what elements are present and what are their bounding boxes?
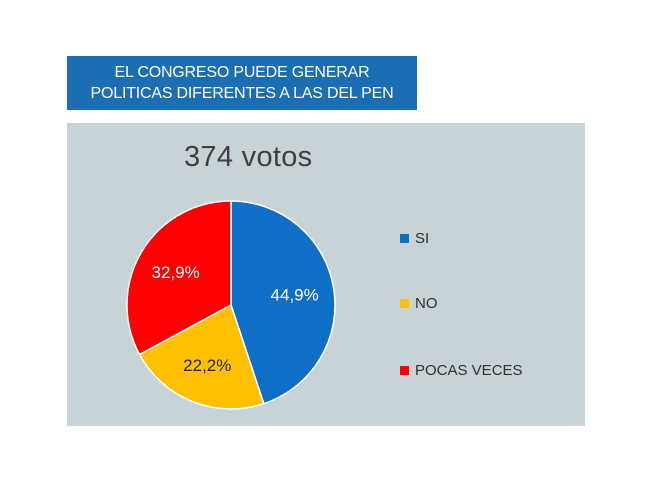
chart-title: EL CONGRESO PUEDE GENERAR POLITICAS DIFE… (67, 56, 417, 110)
legend-swatch (400, 366, 409, 375)
data-label-no: 22,2% (183, 356, 231, 375)
pie-slice-si (230, 200, 336, 405)
pie-slice-no (138, 303, 265, 410)
legend-item-pocas-veces: POCAS VECES (400, 362, 523, 379)
legend-label: NO (415, 295, 438, 312)
chart-subtitle: 374 votos (184, 141, 313, 173)
pie-chart: 44,9% 22,2% 32,9% (126, 200, 336, 410)
legend-label: SI (415, 230, 430, 247)
data-label-pocas-veces: 32,9% (152, 263, 200, 282)
legend-swatch (400, 299, 409, 308)
data-label-si: 44,9% (271, 286, 319, 305)
legend-item-si: SI (400, 230, 429, 247)
chart-title-line-1: EL CONGRESO PUEDE GENERAR (114, 64, 370, 81)
pie-slice-pocas-veces (126, 200, 232, 356)
legend-label: POCAS VECES (415, 362, 523, 379)
chart-legend: SI NO POCAS VECES (67, 123, 585, 426)
chart-title-line-2: POLITICAS DIFERENTES A LAS DEL PEN (90, 85, 394, 102)
legend-item-no: NO (400, 295, 438, 312)
legend-swatch (400, 234, 409, 243)
chart-panel: 374 votos 44,9% 22,2% 32,9% SI NO POCAS VECE… (67, 123, 585, 426)
